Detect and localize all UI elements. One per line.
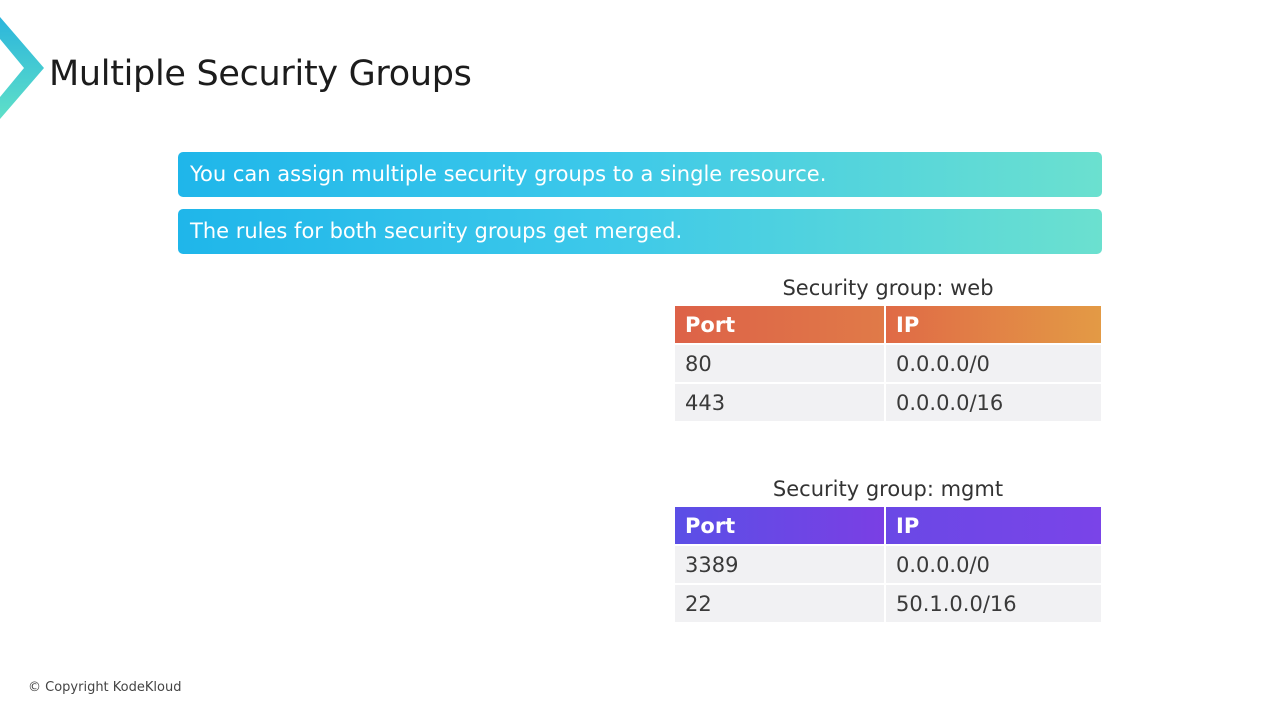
kodekloud-chevron-icon (0, 17, 44, 119)
table-row: 80 0.0.0.0/0 (675, 343, 1101, 382)
copyright-notice: © Copyright KodeKloud (28, 680, 182, 695)
security-group-table: Port IP 80 0.0.0.0/0 443 0.0.0.0/16 (675, 306, 1101, 421)
ip-cell: 0.0.0.0/0 (886, 544, 1101, 583)
column-header-port: Port (675, 306, 886, 343)
security-group-caption: Security group: mgmt (772, 477, 1004, 501)
security-group-mgmt: Security group: mgmt Port IP 3389 0.0.0.… (675, 473, 1101, 622)
security-group-web: Security group: web Port IP 80 0.0.0.0/0… (675, 272, 1101, 421)
column-header-ip: IP (886, 306, 1101, 343)
table-row: 443 0.0.0.0/16 (675, 382, 1101, 421)
table-row: 22 50.1.0.0/16 (675, 583, 1101, 622)
table-header-row: Port IP (675, 507, 1101, 544)
port-cell: 22 (675, 583, 886, 622)
callout-rules-merged: The rules for both security groups get m… (178, 209, 1102, 254)
table-header-row: Port IP (675, 306, 1101, 343)
port-cell: 3389 (675, 544, 886, 583)
ip-cell: 0.0.0.0/0 (886, 343, 1101, 382)
security-group-table: Port IP 3389 0.0.0.0/0 22 50.1.0.0/16 (675, 507, 1101, 622)
slide-title: Multiple Security Groups (49, 54, 472, 94)
port-cell: 443 (675, 382, 886, 421)
column-header-ip: IP (886, 507, 1101, 544)
table-row: 3389 0.0.0.0/0 (675, 544, 1101, 583)
port-cell: 80 (675, 343, 886, 382)
column-header-port: Port (675, 507, 886, 544)
ip-cell: 0.0.0.0/16 (886, 382, 1101, 421)
security-group-caption: Security group: web (782, 276, 994, 300)
ip-cell: 50.1.0.0/16 (886, 583, 1101, 622)
callout-multiple-groups: You can assign multiple security groups … (178, 152, 1102, 197)
